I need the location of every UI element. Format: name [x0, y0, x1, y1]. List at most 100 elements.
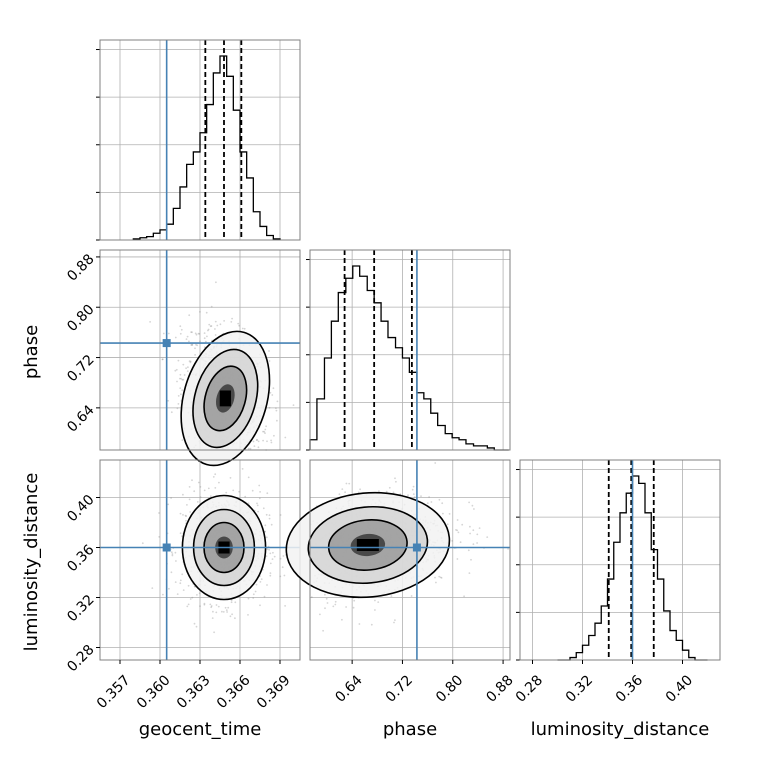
sample-point — [141, 542, 144, 545]
sample-point — [258, 484, 261, 487]
sample-point — [412, 493, 415, 495]
sample-point — [334, 600, 337, 603]
sample-point — [223, 320, 226, 322]
sample-point — [207, 329, 209, 332]
sample-point — [191, 344, 194, 346]
sample-point — [199, 486, 202, 488]
sample-point — [341, 618, 343, 621]
sample-point — [247, 447, 250, 450]
sample-point — [179, 579, 182, 582]
sample-point — [191, 479, 193, 482]
sample-point — [486, 536, 489, 538]
sample-point — [275, 407, 277, 410]
hist-panel-luminosity-distance — [516, 459, 721, 661]
sample-point — [190, 331, 193, 333]
sample-point — [176, 380, 178, 383]
sample-point — [256, 502, 258, 505]
sample-point — [247, 476, 250, 479]
panel-frame — [99, 39, 301, 241]
sample-point — [207, 487, 210, 490]
sample-point — [455, 529, 457, 531]
sample-point — [167, 399, 170, 402]
sample-point — [247, 502, 250, 505]
sample-point — [194, 332, 197, 335]
x-tick-label: 0.88 — [483, 672, 516, 705]
sample-point — [269, 391, 272, 394]
sample-point — [197, 481, 200, 484]
sample-point — [214, 473, 217, 476]
sample-point — [377, 601, 380, 603]
sample-point — [170, 551, 173, 554]
truth-marker — [412, 543, 421, 552]
sample-point — [179, 332, 182, 335]
density-peak-cell — [219, 390, 231, 407]
sample-point — [188, 340, 190, 343]
sample-point — [225, 491, 228, 494]
sample-point — [252, 593, 255, 596]
sample-point — [472, 543, 475, 546]
sample-point — [284, 605, 286, 607]
histogram-step-line — [309, 265, 509, 451]
sample-point — [407, 494, 409, 497]
sample-point — [268, 350, 270, 352]
sample-point — [324, 607, 326, 610]
sample-point — [194, 347, 196, 350]
sample-point — [182, 493, 184, 496]
sample-point — [179, 377, 181, 380]
sample-point — [257, 510, 259, 513]
sample-point — [334, 603, 337, 606]
sample-point — [266, 548, 269, 551]
sample-point — [247, 614, 249, 616]
hist-panel-geocent-time — [96, 39, 301, 241]
sample-point — [195, 343, 197, 346]
sample-point — [174, 369, 177, 372]
sample-point — [182, 363, 185, 366]
sample-point — [268, 514, 271, 517]
y-axis-label-phase: phase — [21, 325, 42, 379]
sample-point — [174, 581, 177, 583]
sample-point — [271, 394, 274, 396]
x-tick-label: 0.36 — [613, 672, 646, 705]
sample-point — [344, 491, 346, 494]
sample-point — [183, 374, 186, 376]
sample-point — [186, 370, 189, 372]
panel-frame — [99, 249, 301, 451]
sample-point — [230, 321, 233, 323]
sample-point — [181, 573, 184, 576]
sample-point — [322, 629, 324, 632]
sample-point — [469, 525, 471, 528]
x-axis-label-phase: phase — [383, 719, 437, 740]
sample-point — [225, 609, 228, 612]
x-tick-label: 0.28 — [513, 672, 546, 705]
sample-point — [438, 498, 441, 501]
sample-point — [456, 519, 459, 521]
sample-point — [170, 571, 173, 574]
sample-point — [180, 393, 182, 396]
sample-point — [394, 477, 396, 480]
sample-point — [270, 523, 273, 526]
x-axis-label-geocent-time: geocent_time — [139, 719, 262, 740]
sample-point — [215, 281, 217, 284]
sample-point — [217, 605, 220, 608]
sample-point — [189, 511, 192, 513]
sample-point — [190, 344, 193, 346]
sample-point — [188, 486, 191, 488]
x-tick-label: 0.366 — [214, 672, 254, 712]
sample-point — [251, 489, 254, 492]
sample-point — [282, 555, 285, 557]
sample-point — [229, 615, 232, 618]
sample-point — [262, 439, 264, 442]
sample-point — [254, 590, 257, 593]
sample-point — [179, 325, 182, 328]
sample-point — [413, 496, 416, 498]
sample-point — [338, 493, 341, 496]
sample-point — [210, 305, 213, 308]
sample-point — [182, 589, 185, 591]
sample-point — [218, 481, 220, 484]
sample-point — [393, 621, 395, 624]
sample-point — [252, 440, 255, 443]
sample-point — [263, 430, 266, 433]
sample-point — [199, 311, 201, 313]
joint-panel-phase-vs-luminosity-distance — [285, 459, 511, 661]
sample-point — [191, 596, 194, 599]
